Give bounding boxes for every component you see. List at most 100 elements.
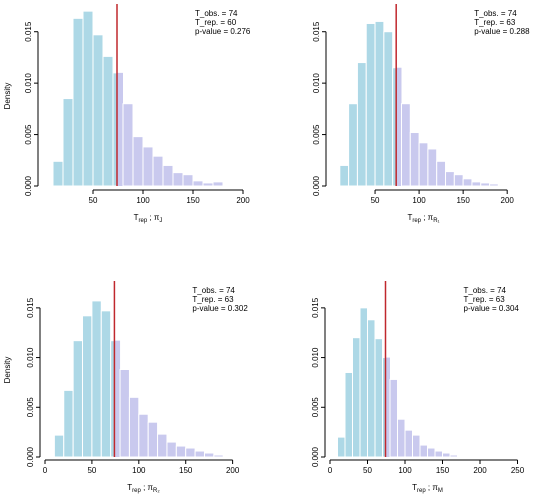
histogram-bar	[213, 454, 224, 458]
histogram-bar	[449, 454, 458, 458]
histogram-bar	[128, 396, 140, 458]
x-axis-label-rest: ; π	[426, 483, 439, 492]
histogram-bar	[442, 452, 451, 458]
histogram-bar	[192, 180, 204, 187]
histogram-bar	[427, 148, 438, 187]
histogram-bar	[497, 184, 508, 187]
x-tick-label: 150	[456, 196, 470, 205]
y-tick-label: 0.005	[24, 124, 33, 145]
y-tick-label: 0.005	[312, 124, 321, 145]
x-axis-label-subsub: R₂	[153, 488, 160, 494]
x-tick-label: 200	[473, 466, 487, 475]
x-axis-label-sub: rep	[412, 218, 421, 224]
histogram-bar	[462, 178, 473, 187]
histogram-bar	[132, 136, 144, 187]
histogram-bar	[344, 371, 353, 458]
y-tick-label: 0.005	[311, 397, 320, 418]
histogram-bar	[374, 338, 383, 458]
x-axis-label-sub: rep	[417, 488, 426, 494]
y-axis: 0.000 0.005 0.010 0.015	[312, 21, 327, 196]
histogram-bar	[138, 413, 149, 458]
y-axis-label: Density	[3, 357, 12, 384]
y-tick-label: 0.010	[24, 73, 33, 94]
histogram-bar	[63, 389, 74, 458]
histogram-bar	[142, 146, 154, 187]
histogram-bar	[152, 155, 164, 187]
x-axis-label-main: T	[127, 483, 132, 492]
y-tick-label: 0.010	[312, 73, 321, 94]
annotation-line: T_obs. = 74	[474, 9, 517, 18]
histogram-bars	[53, 300, 224, 458]
histogram-bar	[122, 103, 134, 187]
y-tick-label: 0.015	[311, 297, 320, 318]
x-tick-label: 200	[236, 196, 250, 205]
histogram-bar	[453, 174, 464, 187]
statistics-annotation: T_obs. = 74T_rep. = 63p-value = 0.302	[192, 286, 248, 313]
histogram-bar	[72, 340, 84, 458]
histogram-bar	[409, 132, 420, 187]
y-tick-label: 0.000	[311, 446, 320, 467]
x-tick-label: 100	[132, 466, 146, 475]
histogram-bar	[82, 315, 93, 458]
histogram-bar	[119, 369, 130, 458]
statistics-annotation: T_obs. = 74T_rep. = 63p-value = 0.288	[474, 9, 530, 36]
x-axis-label: Trep ; πJ	[134, 213, 163, 224]
histogram-bars	[52, 10, 224, 187]
histogram-bar	[102, 55, 114, 187]
x-axis-label-main: T	[134, 213, 139, 222]
statistics-annotation: T_obs. = 74T_rep. = 63p-value = 0.304	[464, 286, 520, 313]
y-tick-label: 0.010	[26, 347, 35, 368]
histogram-bar	[480, 182, 491, 187]
histogram-bar	[365, 22, 376, 187]
x-tick-label: 50	[89, 196, 98, 205]
histogram-bar-tail	[114, 340, 121, 457]
histogram-bar	[147, 421, 159, 458]
x-tick-label: 150	[179, 466, 193, 475]
histogram-bar	[203, 452, 215, 458]
histogram-bar	[82, 10, 94, 187]
histogram-bar	[202, 182, 214, 187]
histogram-bar	[182, 174, 194, 187]
y-tick-label: 0.000	[26, 446, 35, 467]
x-tick-label: 100	[412, 196, 426, 205]
histogram-bar	[427, 447, 436, 458]
y-axis: 0.000 0.005 0.010 0.015	[24, 21, 39, 196]
annotation-line: T_rep. = 63	[464, 295, 506, 304]
histogram-bar	[418, 142, 429, 187]
histogram-bar	[389, 378, 398, 458]
histogram-bar	[100, 310, 112, 458]
x-axis-label-subsub: J	[159, 218, 162, 224]
x-axis-label-sub: rep	[139, 218, 148, 224]
histogram-bar	[434, 450, 443, 458]
histogram-bars	[339, 20, 508, 187]
x-axis: 0 50 100 150 200	[43, 459, 240, 475]
y-axis-label: Density	[3, 83, 12, 110]
y-axis: 0.000 0.005 0.010 0.015	[26, 297, 41, 467]
x-tick-label: 50	[87, 466, 96, 475]
x-axis-label-subsub: R₁	[433, 218, 439, 224]
annotation-line: p-value = 0.304	[464, 304, 520, 313]
x-axis-label: Trep ; πR₂	[127, 483, 160, 494]
x-axis-label-main: T	[407, 213, 412, 222]
x-tick-label: 100	[398, 466, 412, 475]
histogram-bar	[400, 103, 411, 187]
annotation-line: T_rep. = 60	[195, 18, 237, 27]
y-tick-label: 0.015	[24, 21, 33, 42]
x-axis-label: Trep ; πR₁	[407, 213, 439, 224]
x-axis-label-subsub: M	[438, 488, 443, 494]
histogram-panel-2: 0.000 0.005 0.010 0.015 50 100 150 200 Trep ; πR…	[312, 4, 530, 224]
histogram-bar	[339, 164, 350, 187]
y-tick-label: 0.005	[26, 397, 35, 418]
histogram-bar	[157, 433, 168, 458]
x-tick-label: 150	[436, 466, 450, 475]
histogram-bar	[383, 31, 394, 187]
y-tick-label: 0.000	[312, 175, 321, 196]
histogram-bar	[172, 172, 184, 187]
x-axis-label-rest: ; π	[421, 213, 434, 222]
y-axis: 0.000 0.005 0.010 0.015	[311, 297, 326, 467]
histogram-bar	[212, 181, 224, 187]
x-axis-label: Trep ; πM	[412, 483, 443, 494]
histogram-bar	[367, 319, 376, 458]
y-tick-label: 0.000	[24, 175, 33, 196]
